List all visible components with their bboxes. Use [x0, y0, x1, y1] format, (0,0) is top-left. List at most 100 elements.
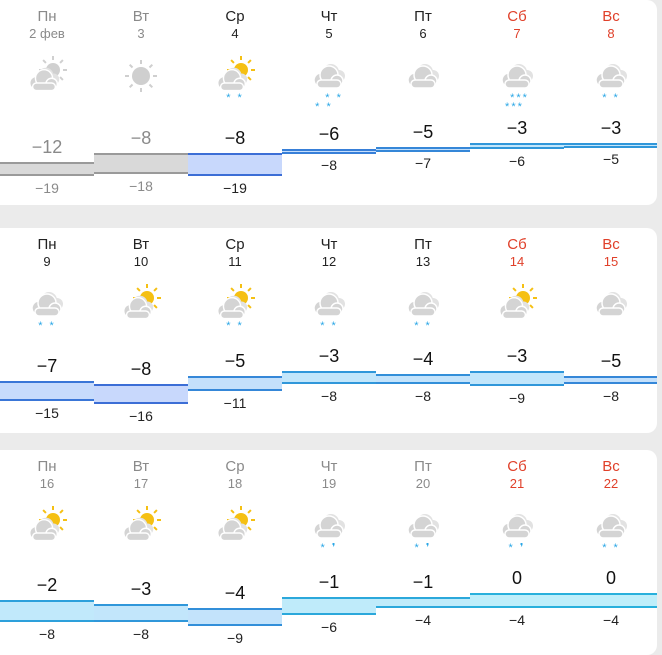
- day-date: 19: [321, 476, 337, 491]
- precip-row: ***: [505, 101, 529, 113]
- precip-row: * *: [414, 320, 432, 332]
- day-date: 2 фев: [29, 26, 65, 41]
- precip-row: * ❜: [414, 542, 432, 554]
- day-date: 18: [227, 476, 243, 491]
- day-column[interactable]: Ср 11 * * −5 −11: [188, 228, 282, 433]
- day-of-week: Чт: [320, 236, 338, 253]
- snow-icon: * *: [564, 92, 657, 104]
- day-date: 13: [415, 254, 431, 269]
- cloudy-icon: [407, 514, 439, 539]
- day-column[interactable]: Пн 9 * * −7 −15: [0, 228, 94, 433]
- temp-min: −19: [223, 180, 247, 196]
- temperature-band: [188, 153, 282, 176]
- snow-icon: * *: [0, 320, 94, 332]
- day-of-week: Пн: [37, 236, 57, 253]
- temp-min: −7: [415, 155, 431, 172]
- day-column[interactable]: Вс 22 * * 0 −4: [564, 450, 657, 655]
- temperature-band: [94, 604, 188, 623]
- temperature-band: [470, 371, 564, 387]
- day-date: 12: [321, 254, 337, 269]
- temp-max: −7: [36, 356, 58, 377]
- day-column[interactable]: Пт 6 −5 −7: [376, 0, 470, 205]
- day-column[interactable]: Сб 21 * ❜ 0 −4: [470, 450, 564, 655]
- temperature-band: [188, 376, 282, 392]
- day-column[interactable]: Пн 16 −2 −8: [0, 450, 94, 655]
- day-of-week: Вс: [602, 236, 620, 253]
- snow-icon: *** ***: [470, 93, 564, 113]
- day-column[interactable]: Чт 12 * * −3 −8: [282, 228, 376, 433]
- temp-min: −6: [509, 153, 525, 170]
- day-column[interactable]: Ср 4 * * −8 −19: [188, 0, 282, 205]
- day-date: 20: [415, 476, 431, 491]
- day-column[interactable]: Пт 20 * ❜ −1 −4: [376, 450, 470, 655]
- snow-icon: * *: [188, 92, 282, 104]
- cloudy-icon: [595, 64, 627, 89]
- temp-min: −8: [133, 626, 149, 643]
- day-of-week: Сб: [507, 236, 527, 253]
- snow-icon: * *: [376, 320, 470, 332]
- cloudy-icon: [501, 64, 533, 89]
- partly-cloudy-icon: [123, 284, 161, 320]
- day-of-week: Вт: [132, 458, 150, 475]
- day-of-week: Пт: [414, 458, 432, 475]
- week-card: Пн 16 −2 −8 Вт 17 −3 −8 Ср 18 −4 −9 Чт 1…: [0, 450, 657, 655]
- day-column[interactable]: Пн 2 фев −12 −19: [0, 0, 94, 205]
- week-card: Пн 9 * * −7 −15 Вт 10 −8 −16 Ср 11 * * −…: [0, 228, 657, 433]
- temperature-band: [470, 593, 564, 608]
- temp-max: −8: [224, 128, 246, 149]
- day-column[interactable]: Вт 3 −8 −18: [94, 0, 188, 205]
- cloudy-icon: [31, 292, 63, 317]
- day-date: 10: [133, 254, 149, 269]
- temperature-band: [564, 143, 657, 148]
- day-of-week: Сб: [507, 458, 527, 475]
- cloudy-icon: [595, 514, 627, 539]
- precip-row: * *: [602, 92, 620, 104]
- precip-row: * *: [226, 92, 244, 104]
- day-date: 15: [603, 254, 619, 269]
- day-date: 22: [603, 476, 619, 491]
- day-column[interactable]: Пт 13 * * −4 −8: [376, 228, 470, 433]
- day-column[interactable]: Сб 14 −3 −9: [470, 228, 564, 433]
- day-column[interactable]: Вс 8 * * −3 −5: [564, 0, 657, 205]
- temperature-band: [0, 161, 94, 176]
- day-date: 8: [607, 26, 615, 41]
- day-column[interactable]: Чт 5 * * * * −6 −8: [282, 0, 376, 205]
- day-column[interactable]: Чт 19 * ❜ −1 −6: [282, 450, 376, 655]
- day-of-week: Пт: [414, 8, 432, 25]
- day-column[interactable]: Вт 17 −3 −8: [94, 450, 188, 655]
- temp-max: −3: [506, 346, 528, 366]
- precip-row: * *: [38, 320, 56, 332]
- partly-cloudy-icon: [29, 506, 67, 542]
- day-date: 21: [509, 476, 525, 491]
- temp-min: −8: [415, 387, 431, 404]
- temperature-band: [564, 593, 657, 608]
- temperature-band: [188, 607, 282, 626]
- temp-max: −3: [318, 346, 340, 366]
- snow-icon: * *: [564, 543, 657, 554]
- day-date: 5: [325, 26, 333, 41]
- temp-max: −1: [318, 571, 340, 592]
- precip-row: * *: [320, 320, 338, 332]
- day-date: 4: [231, 26, 239, 41]
- day-column[interactable]: Ср 18 −4 −9: [188, 450, 282, 655]
- temp-max: −3: [506, 118, 528, 138]
- partly-cloudy-icon: [499, 284, 537, 320]
- day-column[interactable]: Вт 10 −8 −16: [94, 228, 188, 433]
- temp-min: −8: [321, 387, 337, 404]
- partly-cloudy-icon: [123, 506, 161, 542]
- snow-icon: * ❜: [470, 543, 564, 554]
- partly-cloudy-grey-icon: [29, 56, 67, 92]
- sun-grey-icon: [125, 60, 157, 92]
- temp-max: −3: [600, 118, 622, 138]
- cloudy-icon: [501, 514, 533, 539]
- day-column[interactable]: Сб 7 *** *** −3 −6: [470, 0, 564, 205]
- day-column[interactable]: Вс 15 −5 −8: [564, 228, 657, 433]
- temperature-band: [94, 153, 188, 174]
- precip-row: * *: [315, 92, 343, 104]
- temp-max: −5: [224, 351, 246, 372]
- temperature-band: [376, 147, 470, 153]
- day-date: 14: [509, 254, 525, 269]
- day-of-week: Вс: [602, 458, 620, 475]
- temp-min: −9: [509, 390, 525, 407]
- snow-icon: * ❜: [376, 542, 470, 554]
